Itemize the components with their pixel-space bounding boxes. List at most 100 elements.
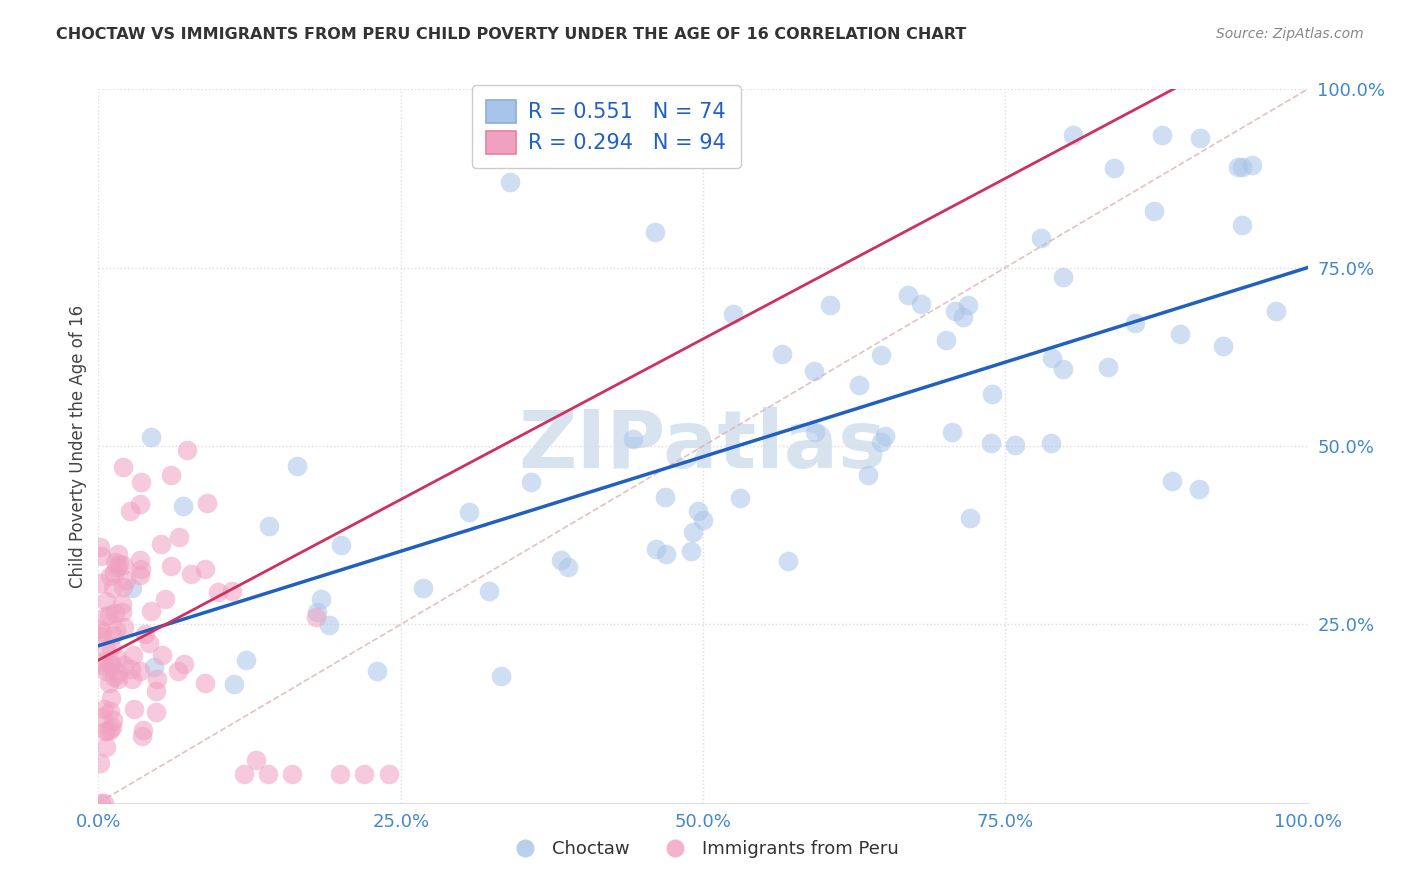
Point: [1052, 362, 1074, 376]
Point: [256, 767, 278, 781]
Point: [1143, 204, 1166, 219]
Point: [141, 604, 163, 618]
Point: [104, 623, 127, 637]
Point: [644, 542, 666, 557]
Point: [221, 583, 243, 598]
Point: [557, 560, 579, 574]
Point: [1212, 339, 1234, 353]
Point: [129, 562, 152, 576]
Point: [935, 333, 957, 347]
Point: [94, 664, 117, 678]
Point: [103, 670, 125, 684]
Point: [90, 796, 112, 810]
Point: [478, 584, 501, 599]
Point: [803, 363, 825, 377]
Point: [1102, 161, 1125, 175]
Point: [134, 627, 156, 641]
Point: [112, 620, 135, 634]
Text: ZIPatlas: ZIPatlas: [519, 407, 887, 485]
Point: [458, 505, 481, 519]
Point: [1168, 327, 1191, 342]
Point: [869, 434, 891, 449]
Point: [145, 672, 167, 686]
Point: [105, 651, 128, 665]
Point: [897, 288, 920, 302]
Point: [98, 675, 121, 690]
Point: [1004, 438, 1026, 452]
Point: [1188, 131, 1211, 145]
Text: CHOCTAW VS IMMIGRANTS FROM PERU CHILD POVERTY UNDER THE AGE OF 16 CORRELATION CH: CHOCTAW VS IMMIGRANTS FROM PERU CHILD PO…: [56, 27, 966, 42]
Point: [366, 665, 388, 679]
Point: [160, 559, 183, 574]
Point: [98, 569, 121, 583]
Point: [107, 547, 129, 561]
Point: [145, 684, 167, 698]
Point: [111, 580, 134, 594]
Point: [858, 468, 880, 483]
Point: [121, 648, 143, 662]
Point: [93, 702, 115, 716]
Point: [93, 659, 115, 673]
Point: [1241, 158, 1264, 172]
Point: [1039, 435, 1062, 450]
Point: [1029, 231, 1052, 245]
Point: [329, 767, 352, 781]
Point: [180, 566, 202, 581]
Point: [138, 636, 160, 650]
Point: [96, 723, 118, 738]
Point: [804, 425, 827, 439]
Point: [519, 475, 541, 489]
Point: [1123, 316, 1146, 330]
Point: [329, 538, 352, 552]
Point: [172, 499, 194, 513]
Point: [1232, 218, 1254, 232]
Y-axis label: Child Poverty Under the Age of 16: Child Poverty Under the Age of 16: [69, 304, 87, 588]
Point: [1097, 359, 1119, 374]
Point: [121, 581, 143, 595]
Point: [150, 536, 173, 550]
Point: [111, 597, 134, 611]
Point: [945, 304, 967, 318]
Point: [489, 668, 512, 682]
Point: [959, 511, 981, 525]
Point: [318, 618, 340, 632]
Point: [195, 496, 218, 510]
Point: [222, 677, 245, 691]
Point: [90, 655, 112, 669]
Point: [377, 767, 399, 781]
Point: [873, 429, 896, 443]
Point: [173, 657, 195, 672]
Point: [101, 581, 124, 595]
Point: [107, 672, 129, 686]
Point: [1188, 482, 1211, 496]
Point: [167, 664, 190, 678]
Point: [412, 581, 434, 595]
Point: [956, 297, 979, 311]
Point: [103, 566, 125, 580]
Point: [150, 648, 173, 662]
Point: [97, 607, 120, 622]
Point: [100, 657, 122, 671]
Point: [679, 544, 702, 558]
Point: [281, 767, 304, 781]
Point: [1160, 475, 1182, 489]
Point: [94, 740, 117, 755]
Point: [941, 425, 963, 440]
Point: [129, 475, 152, 489]
Point: [818, 298, 841, 312]
Point: [309, 592, 332, 607]
Point: [952, 310, 974, 324]
Point: [89, 756, 111, 770]
Point: [89, 541, 111, 555]
Point: [105, 560, 128, 574]
Point: [169, 530, 191, 544]
Point: [89, 630, 111, 644]
Point: [307, 605, 329, 619]
Point: [131, 723, 153, 737]
Point: [980, 387, 1002, 401]
Point: [100, 691, 122, 706]
Point: [621, 432, 644, 446]
Point: [692, 513, 714, 527]
Point: [257, 518, 280, 533]
Point: [89, 576, 111, 591]
